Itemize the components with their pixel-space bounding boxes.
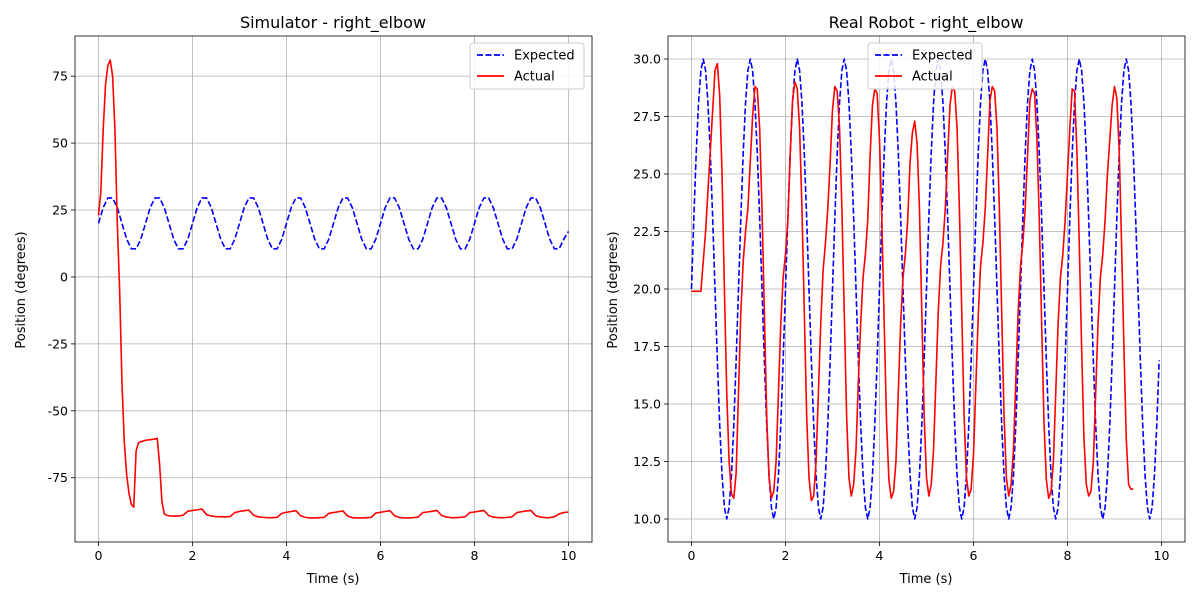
y-tick-label: 22.5 <box>633 224 661 239</box>
y-tick-label: 10.0 <box>633 512 661 527</box>
y-tick-label: -50 <box>48 403 68 418</box>
y-tick-label: 27.5 <box>633 109 661 124</box>
simulator-chart-title: Simulator - right_elbow <box>240 13 426 33</box>
x-tick-label: 8 <box>1064 548 1072 563</box>
x-tick-label: 6 <box>970 548 978 563</box>
real-robot-chart-title: Real Robot - right_elbow <box>829 13 1024 33</box>
y-tick-label: 30.0 <box>633 52 661 67</box>
y-tick-label: 17.5 <box>633 339 661 354</box>
series-line-actual <box>97 59 569 519</box>
simulator-chart: Simulator - right_elbow Time (s) Positio… <box>14 13 593 587</box>
x-tick-label: 4 <box>283 548 291 563</box>
x-tick-label: 2 <box>782 548 790 563</box>
legend-label-actual: Actual <box>514 70 555 85</box>
x-tick-label: 8 <box>471 548 479 563</box>
x-tick-label: 10 <box>561 548 577 563</box>
y-tick-label: 25.0 <box>633 167 661 182</box>
legend: Expected Actual <box>469 42 585 90</box>
x-tick-label: 6 <box>377 548 385 563</box>
x-tick-label: 0 <box>688 548 696 563</box>
x-tick-label: 0 <box>95 548 103 563</box>
y-tick-label: 0 <box>60 269 68 284</box>
legend: Expected Actual <box>867 42 983 90</box>
real-robot-x-axis-label: Time (s) <box>899 572 953 587</box>
plot-frame <box>74 35 593 543</box>
x-tick-label: 4 <box>876 548 884 563</box>
y-tick-label: 75 <box>52 69 68 84</box>
real-robot-chart: Real Robot - right_elbow Time (s) Positi… <box>606 13 1186 587</box>
legend-label-expected: Expected <box>514 49 575 64</box>
x-tick-label: 10 <box>1154 548 1170 563</box>
y-tick-label: 15.0 <box>633 397 661 412</box>
legend-label-actual: Actual <box>912 70 953 85</box>
x-tick-label: 2 <box>189 548 197 563</box>
simulator-y-axis-label: Position (degrees) <box>14 231 29 348</box>
series-line-actual <box>691 62 1134 502</box>
simulator-x-axis-label: Time (s) <box>306 572 360 587</box>
y-tick-label: -25 <box>48 336 68 351</box>
y-tick-label: 20.0 <box>633 282 661 297</box>
y-tick-label: 50 <box>52 136 68 151</box>
y-tick-label: 12.5 <box>633 454 661 469</box>
y-tick-label: -75 <box>48 470 68 485</box>
legend-label-expected: Expected <box>912 49 973 64</box>
y-tick-label: 25 <box>52 203 68 218</box>
real-robot-y-axis-label: Position (degrees) <box>606 231 621 348</box>
series-line-expected <box>97 197 570 250</box>
